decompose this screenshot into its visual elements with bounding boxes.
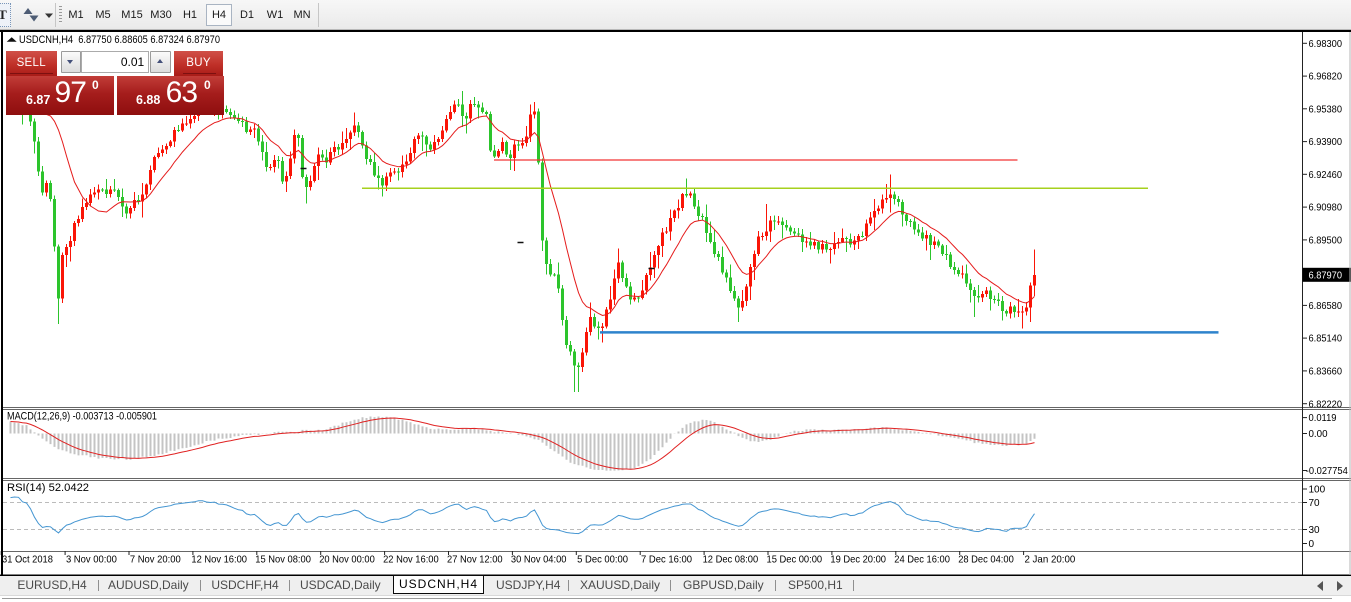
svg-text:7 Nov 20:00: 7 Nov 20:00	[130, 554, 181, 566]
svg-text:28 Dec 04:00: 28 Dec 04:00	[958, 554, 1014, 566]
svg-text:6.86580: 6.86580	[1309, 301, 1343, 312]
svg-text:100: 100	[1309, 485, 1326, 496]
svg-text:0.00: 0.00	[1309, 429, 1328, 440]
svg-text:6.95380: 6.95380	[1309, 104, 1343, 115]
svg-text:12 Dec 08:00: 12 Dec 08:00	[703, 554, 759, 566]
svg-text:RSI(14) 52.0422: RSI(14) 52.0422	[7, 482, 89, 494]
svg-text:6.93900: 6.93900	[1309, 137, 1343, 148]
svg-text:70: 70	[1309, 498, 1321, 509]
svg-text:19 Dec 20:00: 19 Dec 20:00	[830, 554, 886, 566]
svg-text:7 Dec 16:00: 7 Dec 16:00	[641, 554, 692, 566]
svg-text:6.82220: 6.82220	[1309, 399, 1343, 410]
svg-text:0: 0	[1309, 539, 1315, 550]
svg-text:USDCNH,H4 6.87750 6.88605 6.8: USDCNH,H4 6.87750 6.88605 6.87324 6.8797…	[19, 34, 220, 46]
svg-text:27 Nov 12:00: 27 Nov 12:00	[447, 554, 503, 566]
svg-text:6.98300: 6.98300	[1309, 39, 1343, 50]
svg-text:-0.027754: -0.027754	[1306, 466, 1348, 477]
svg-text:15 Dec 00:00: 15 Dec 00:00	[767, 554, 823, 566]
svg-text:6.92460: 6.92460	[1309, 170, 1343, 181]
svg-text:6.85140: 6.85140	[1309, 334, 1343, 345]
svg-text:2 Jan 20:00: 2 Jan 20:00	[1024, 554, 1075, 566]
svg-text:30 Nov 04:00: 30 Nov 04:00	[511, 554, 567, 566]
svg-text:24 Dec 16:00: 24 Dec 16:00	[894, 554, 950, 566]
svg-text:6.90980: 6.90980	[1309, 203, 1343, 214]
svg-text:30: 30	[1309, 525, 1321, 536]
svg-text:6.87970: 6.87970	[1309, 270, 1343, 281]
svg-text:6.89500: 6.89500	[1309, 236, 1343, 247]
svg-text:15 Nov 08:00: 15 Nov 08:00	[255, 554, 311, 566]
svg-text:20 Nov 00:00: 20 Nov 00:00	[319, 554, 375, 566]
svg-text:22 Nov 16:00: 22 Nov 16:00	[383, 554, 439, 566]
svg-text:5 Dec 00:00: 5 Dec 00:00	[577, 554, 628, 566]
svg-text:0.0119: 0.0119	[1309, 413, 1337, 424]
svg-text:12 Nov 16:00: 12 Nov 16:00	[191, 554, 247, 566]
svg-text:3 Nov 00:00: 3 Nov 00:00	[66, 554, 117, 566]
svg-text:MACD(12,26,9) -0.003713 -0.005: MACD(12,26,9) -0.003713 -0.005901	[7, 411, 157, 423]
svg-text:6.96820: 6.96820	[1309, 72, 1343, 83]
svg-text:6.83660: 6.83660	[1309, 367, 1343, 378]
svg-text:31 Oct 2018: 31 Oct 2018	[2, 554, 53, 566]
